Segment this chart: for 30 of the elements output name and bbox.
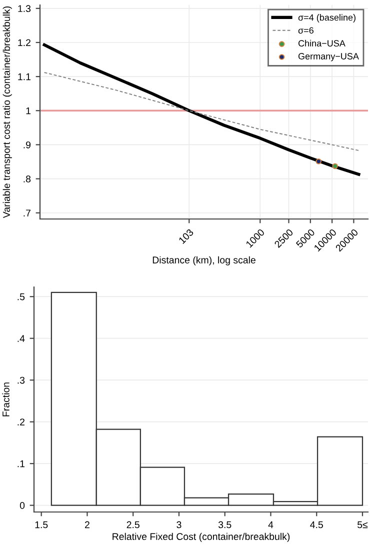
y-tick-label: 1	[26, 107, 30, 114]
x-tick-label: 3	[176, 521, 182, 528]
y-axis-title: Fraction	[2, 382, 10, 416]
y-tick-label: .4	[18, 335, 25, 342]
x-axis-title: Distance (km), log scale	[152, 256, 256, 266]
legend-label: σ=4 (baseline)	[298, 14, 356, 22]
legend-label: Germany−USA	[298, 53, 359, 62]
y-tick-label: .9	[24, 141, 31, 148]
x-tick-label: 1.5	[35, 521, 48, 528]
x-tick-label: 4.5	[310, 521, 323, 528]
y-tick-label: .3	[18, 376, 25, 384]
x-tick-label: 103	[178, 228, 194, 244]
x-tick-label: 3.5	[218, 521, 232, 528]
x-tick-label: 2	[85, 521, 90, 528]
y-tick-label: 1.3	[18, 5, 31, 12]
y-axis-title: Variable transport cost ratio (container/breakbulk)	[2, 6, 12, 218]
y-tick-label: 1.1	[18, 73, 30, 80]
y-tick-label: 0	[20, 502, 25, 509]
x-tick-label: 4	[268, 521, 274, 528]
y-tick-label: .8	[24, 176, 31, 182]
y-tick-label: .2	[18, 418, 24, 426]
legend-label: China−USA	[298, 40, 346, 47]
y-tick-label: .1	[18, 460, 24, 468]
y-tick-label: 1.2	[18, 39, 30, 46]
y-tick-label: .5	[18, 293, 25, 300]
y-tick-label: .7	[24, 210, 30, 216]
x-tick-label: 2.5	[126, 521, 140, 528]
x-axis-title: Relative Fixed Cost (container/breakbulk)	[112, 532, 290, 542]
x-tick-label: 5≤	[358, 521, 368, 528]
legend-label: σ=6	[298, 27, 314, 34]
